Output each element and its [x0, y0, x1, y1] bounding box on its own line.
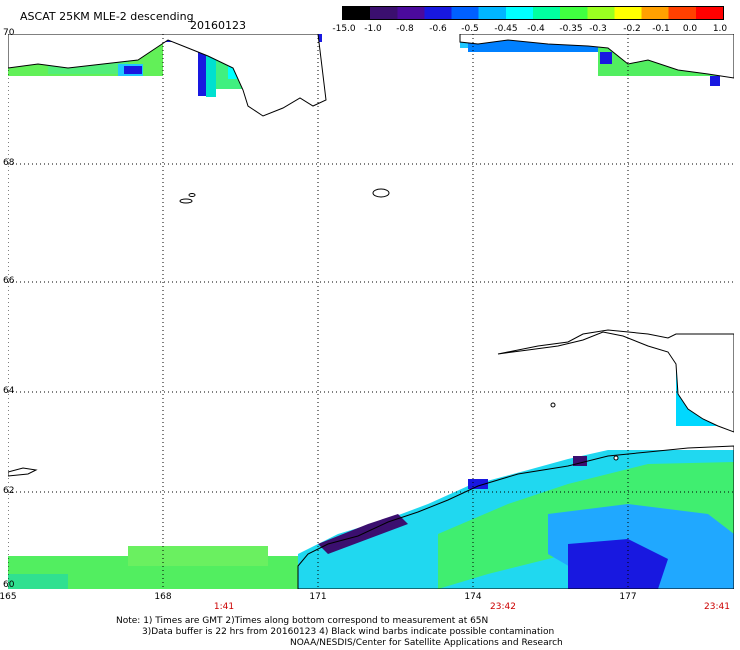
time-label: 1:41: [213, 602, 235, 612]
colorbar-label: 1.0: [712, 24, 728, 34]
colorbar-label: -0.4: [527, 24, 545, 34]
colorbar-label: -0.35: [559, 24, 583, 34]
colorbar-label: -15.0: [332, 24, 356, 34]
colorbar-label: -0.5: [461, 24, 479, 34]
product-date: 20160123: [190, 19, 246, 32]
colorbar-label: -0.45: [494, 24, 518, 34]
lat-label: 60: [3, 580, 15, 590]
island: [613, 455, 619, 461]
time-label: 23:41: [704, 602, 730, 612]
footer-note-1: Note: 1) Times are GMT 2)Times along bot…: [116, 616, 489, 626]
island: [188, 193, 196, 197]
colorbar-label: -0.6: [429, 24, 447, 34]
data-swath: [8, 574, 68, 589]
lon-label: 165: [0, 592, 17, 602]
island: [372, 188, 390, 198]
lon-label: 171: [309, 592, 327, 602]
coastline: [459, 34, 734, 79]
data-swath: [198, 42, 206, 96]
lat-label: 64: [3, 386, 15, 396]
data-swath: [710, 76, 720, 86]
coastline: [297, 445, 734, 589]
lat-label: 68: [3, 158, 15, 168]
colorbar-label: -0.3: [589, 24, 607, 34]
wind-data-swaths: [8, 34, 734, 589]
colorbar-label: 0.0: [682, 24, 698, 34]
coastline: [497, 329, 734, 433]
lat-label: 62: [3, 486, 15, 496]
colorbar-label: -0.8: [396, 24, 414, 34]
island: [550, 402, 556, 408]
data-swath: [573, 456, 587, 466]
time-label: 23:42: [490, 602, 516, 612]
colorbar: [342, 6, 724, 20]
lat-label: 66: [3, 276, 15, 286]
lon-label: 168: [154, 592, 172, 602]
island: [179, 198, 193, 204]
data-swath: [124, 66, 142, 74]
data-swath: [128, 546, 268, 566]
footer-credit: NOAA/NESDIS/Center for Satellite Applica…: [290, 638, 563, 648]
lon-label: 174: [464, 592, 482, 602]
scatterometer-map[interactable]: [8, 34, 734, 589]
data-swath: [568, 539, 668, 589]
footer-note-2: 3)Data buffer is 22 hrs from 20160123 4)…: [142, 627, 555, 637]
land-masses: [8, 34, 734, 589]
colorbar-label: -1.0: [364, 24, 382, 34]
colorbar-labels: -15.0 -1.0 -0.8 -0.6 -0.5 -0.45 -0.4 -0.…: [330, 24, 730, 36]
product-title: ASCAT 25KM MLE-2 descending: [20, 10, 194, 23]
data-swath: [206, 39, 216, 97]
data-swath: [468, 479, 488, 489]
lon-label: 177: [619, 592, 637, 602]
lat-lon-grid: [8, 34, 734, 589]
coastline: [8, 34, 327, 117]
colorbar-label: -0.2: [623, 24, 641, 34]
coastline: [8, 467, 38, 477]
colorbar-label: -0.1: [652, 24, 670, 34]
lat-label: 70: [3, 28, 15, 38]
data-swath: [600, 52, 612, 64]
